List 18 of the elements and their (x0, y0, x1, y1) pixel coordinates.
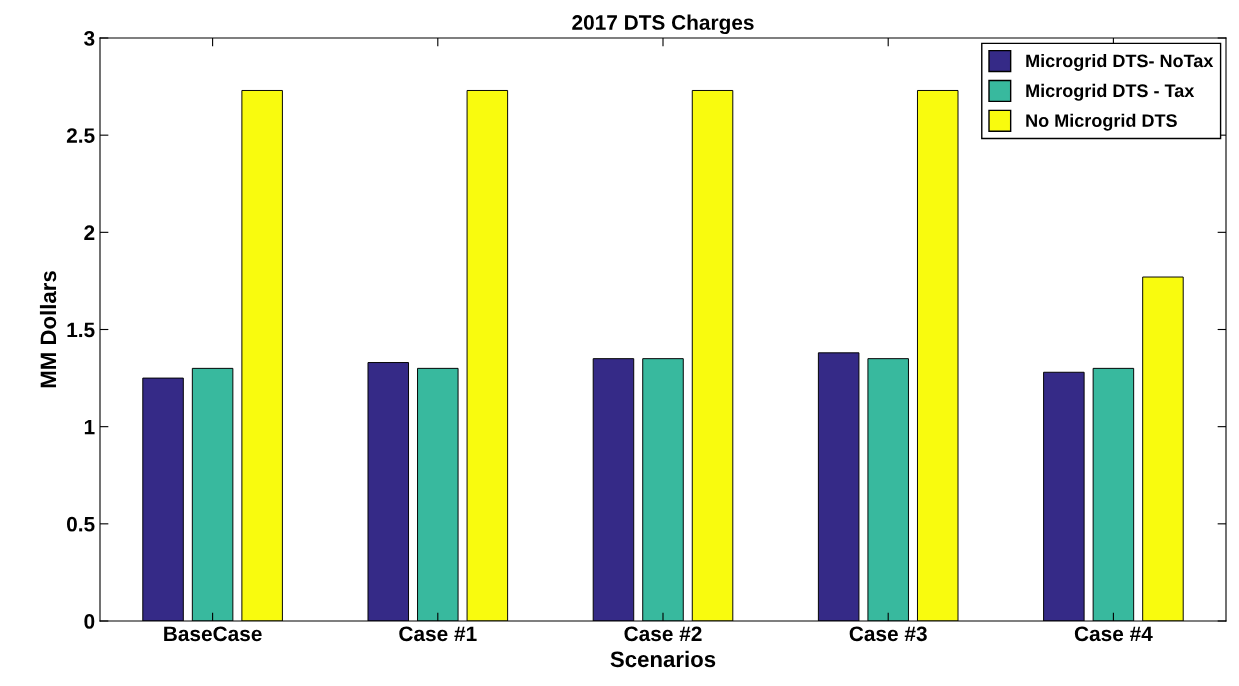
y-tick-label: 1 (84, 419, 95, 435)
x-tick-label: Case #4 (1074, 626, 1153, 642)
x-axis-title: Scenarios (610, 650, 716, 668)
x-tick-label: Case #2 (624, 626, 702, 642)
legend-label: No Microgrid DTS (1026, 113, 1177, 131)
y-tick-label: 0 (84, 614, 95, 629)
x-tick-label: BaseCase (164, 626, 262, 642)
y-tick-label: 3 (84, 31, 95, 46)
y-tick-label: 2 (84, 225, 95, 240)
x-tick-label: Case #1 (399, 626, 477, 642)
chart-title: 2017 DTS Charges (572, 14, 754, 35)
y-tick-label: 0.5 (67, 516, 95, 532)
y-tick-label: 2.5 (66, 128, 95, 143)
y-tick-label: 1.5 (67, 322, 95, 338)
legend-label: Microgrid DTS - Tax (1026, 83, 1195, 101)
x-tick-label: Case #3 (849, 626, 927, 642)
y-axis-title: MM Dollars (39, 271, 57, 388)
legend-label: Microgrid DTS- NoTax (1026, 53, 1214, 71)
